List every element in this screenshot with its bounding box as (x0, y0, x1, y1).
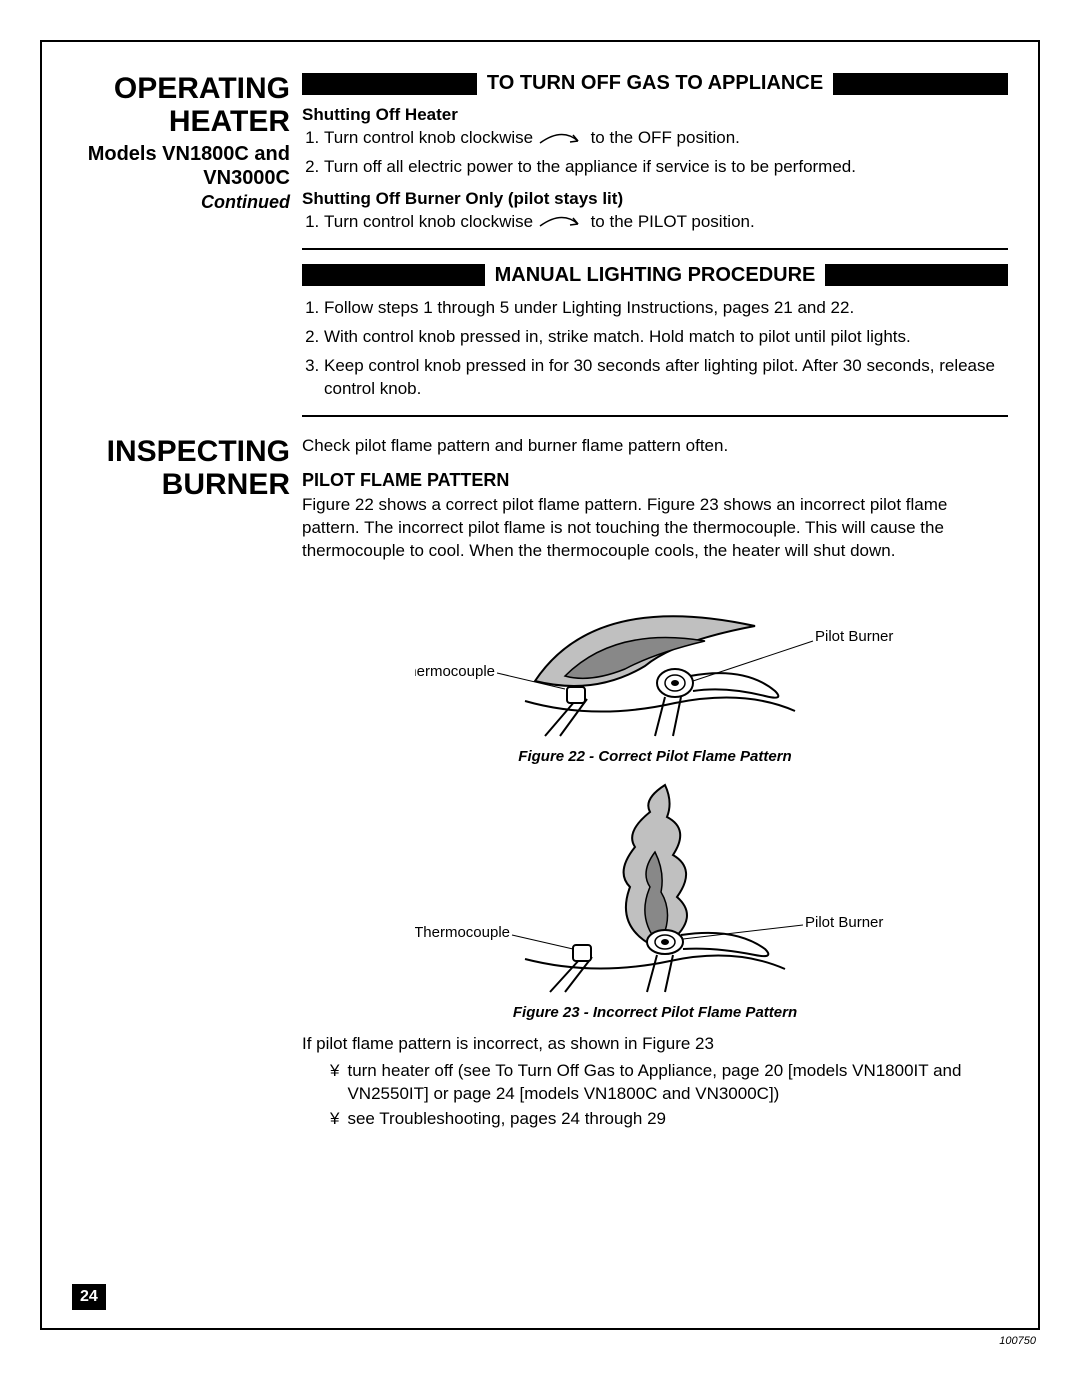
clockwise-arrow-icon (538, 131, 586, 147)
label-thermocouple: Thermocouple (415, 663, 495, 680)
title-manual-lighting: MANUAL LIGHTING PROCEDURE (495, 264, 816, 287)
figure-22-caption: Figure 22 - Correct Pilot Flame Pattern (302, 747, 1008, 767)
figure-22: Thermocouple Pilot Burner (302, 571, 1008, 741)
bar-heading-manual: MANUAL LIGHTING PROCEDURE (302, 264, 1008, 287)
black-bar-left (302, 264, 485, 286)
bullet-1-text: turn heater off (see To Turn Off Gas to … (347, 1060, 1008, 1106)
label-pilot-burner: Pilot Burner (815, 628, 893, 645)
figure-22-svg: Thermocouple Pilot Burner (415, 571, 895, 741)
clockwise-arrow-icon (538, 214, 586, 230)
divider-2 (302, 415, 1008, 417)
page-number: 24 (72, 1284, 106, 1310)
ml-step2: With control knob pressed in, strike mat… (324, 326, 1008, 349)
row-operating: OPERATING HEATER Models VN1800C and VN30… (72, 72, 1008, 431)
black-bar-right (833, 73, 1008, 95)
black-bar-right (825, 264, 1008, 286)
bullet-2: ¥ see Troubleshooting, pages 24 through … (330, 1108, 1008, 1131)
closing-text: If pilot flame pattern is incorrect, as … (302, 1033, 1008, 1056)
row-inspecting: INSPECTING BURNER Check pilot flame patt… (72, 435, 1008, 1133)
subhead-shutting-off-burner: Shutting Off Burner Only (pilot stays li… (302, 189, 1008, 209)
heading-continued: Continued (72, 192, 290, 213)
figure-23-caption: Figure 23 - Incorrect Pilot Flame Patter… (302, 1003, 1008, 1023)
black-bar-left (302, 73, 477, 95)
title-turnoff: TO TURN OFF GAS TO APPLIANCE (487, 72, 823, 95)
bullet-1: ¥ turn heater off (see To Turn Off Gas t… (330, 1060, 1008, 1106)
step-1: Turn control knob clockwise to the OFF p… (324, 127, 1008, 150)
right-column-1: TO TURN OFF GAS TO APPLIANCE Shutting Of… (302, 72, 1008, 431)
content-frame: OPERATING HEATER Models VN1800C and VN30… (40, 40, 1040, 1330)
heading-inspecting-burner: INSPECTING BURNER (72, 435, 290, 501)
inspecting-intro: Check pilot flame pattern and burner fla… (302, 435, 1008, 458)
bullet-2-text: see Troubleshooting, pages 24 through 29 (347, 1108, 666, 1131)
pilot-flame-para: Figure 22 shows a correct pilot flame pa… (302, 494, 1008, 563)
ml-step1: Follow steps 1 through 5 under Lighting … (324, 297, 1008, 320)
right-column-2: Check pilot flame pattern and burner fla… (302, 435, 1008, 1133)
closing-bullets: ¥ turn heater off (see To Turn Off Gas t… (330, 1060, 1008, 1131)
ml-step3: Keep control knob pressed in for 30 seco… (324, 355, 1008, 401)
page: OPERATING HEATER Models VN1800C and VN30… (0, 0, 1080, 1397)
left-column: OPERATING HEATER Models VN1800C and VN30… (72, 72, 302, 213)
document-id: 100750 (999, 1335, 1036, 1347)
figure-23-svg: Thermocouple Pilot Burner (415, 777, 895, 997)
steps-shutoff-heater: Turn control knob clockwise to the OFF p… (302, 127, 1008, 179)
bullet-symbol: ¥ (330, 1060, 339, 1106)
step1-text-a: Turn control knob clockwise (324, 128, 538, 147)
bullet-symbol: ¥ (330, 1108, 339, 1131)
steps-manual-lighting: Follow steps 1 through 5 under Lighting … (302, 297, 1008, 401)
steps-shutoff-burner: Turn control knob clockwise to the PILOT… (302, 211, 1008, 234)
title-pilot-flame-pattern: PILOT FLAME PATTERN (302, 468, 1008, 492)
bar-heading-turnoff: TO TURN OFF GAS TO APPLIANCE (302, 72, 1008, 95)
figure-23: Thermocouple Pilot Burner (302, 777, 1008, 997)
left-column-2: INSPECTING BURNER (72, 435, 302, 501)
subhead-shutting-off-heater: Shutting Off Heater (302, 105, 1008, 125)
label-thermocouple: Thermocouple (415, 924, 510, 941)
step-pilot: Turn control knob clockwise to the PILOT… (324, 211, 1008, 234)
step-2: Turn off all electric power to the appli… (324, 156, 1008, 179)
divider-1 (302, 248, 1008, 250)
heading-operating-heater: OPERATING HEATER (72, 72, 290, 138)
step1-text-b: to the OFF position. (586, 128, 740, 147)
heading-models: Models VN1800C and VN3000C (72, 142, 290, 190)
label-pilot-burner: Pilot Burner (805, 914, 883, 931)
step3-text-a: Turn control knob clockwise (324, 212, 538, 231)
step3-text-b: to the PILOT position. (586, 212, 755, 231)
